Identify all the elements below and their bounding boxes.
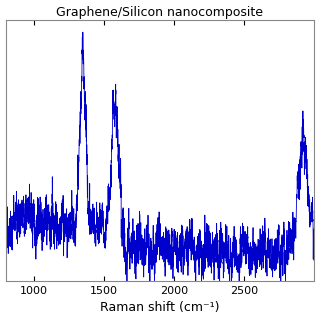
X-axis label: Raman shift (cm⁻¹): Raman shift (cm⁻¹) — [100, 301, 220, 315]
Title: Graphene/Silicon nanocomposite: Graphene/Silicon nanocomposite — [57, 5, 263, 19]
